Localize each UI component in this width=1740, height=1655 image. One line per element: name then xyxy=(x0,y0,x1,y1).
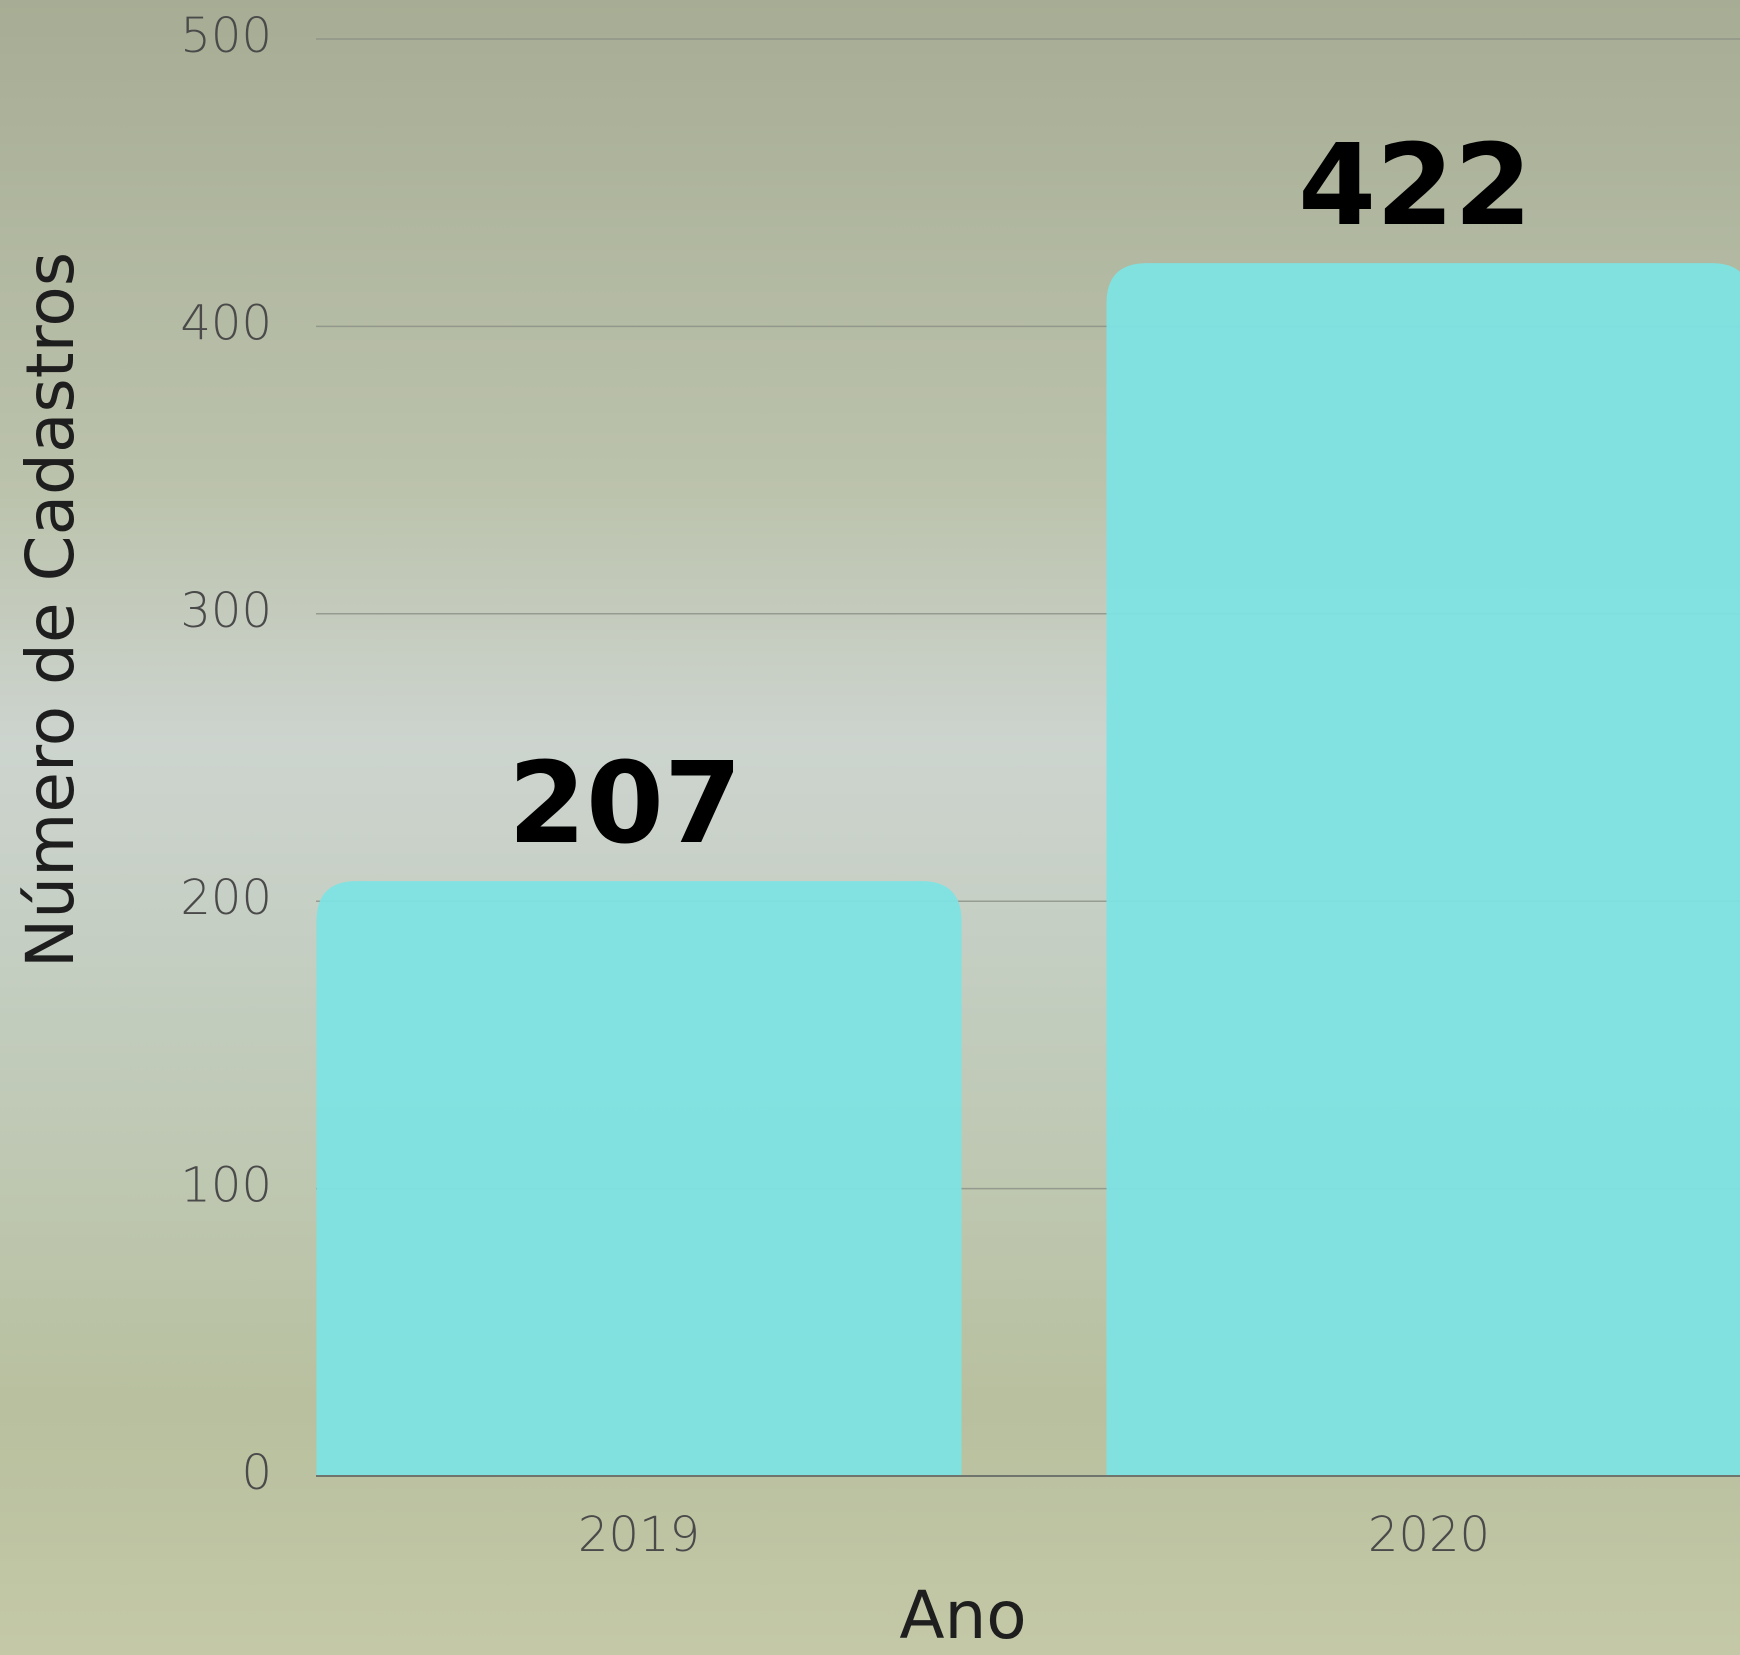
y-tick-label: 400 xyxy=(180,295,272,351)
bar xyxy=(1106,263,1740,1476)
y-tick-label: 300 xyxy=(180,583,272,639)
x-tick-label: 2019 xyxy=(578,1507,700,1563)
y-axis-title: Número de Cadastros xyxy=(12,252,89,968)
bar xyxy=(316,881,962,1476)
x-tick-label: 2020 xyxy=(1368,1507,1490,1563)
value-label: 207 xyxy=(508,739,742,869)
y-tick-label: 100 xyxy=(180,1158,272,1214)
value-label: 422 xyxy=(1298,121,1532,251)
y-tick-label: 500 xyxy=(180,8,272,64)
y-tick-label: 0 xyxy=(241,1445,272,1501)
y-tick-label: 200 xyxy=(180,870,272,926)
x-axis-title: Ano xyxy=(899,1577,1026,1654)
